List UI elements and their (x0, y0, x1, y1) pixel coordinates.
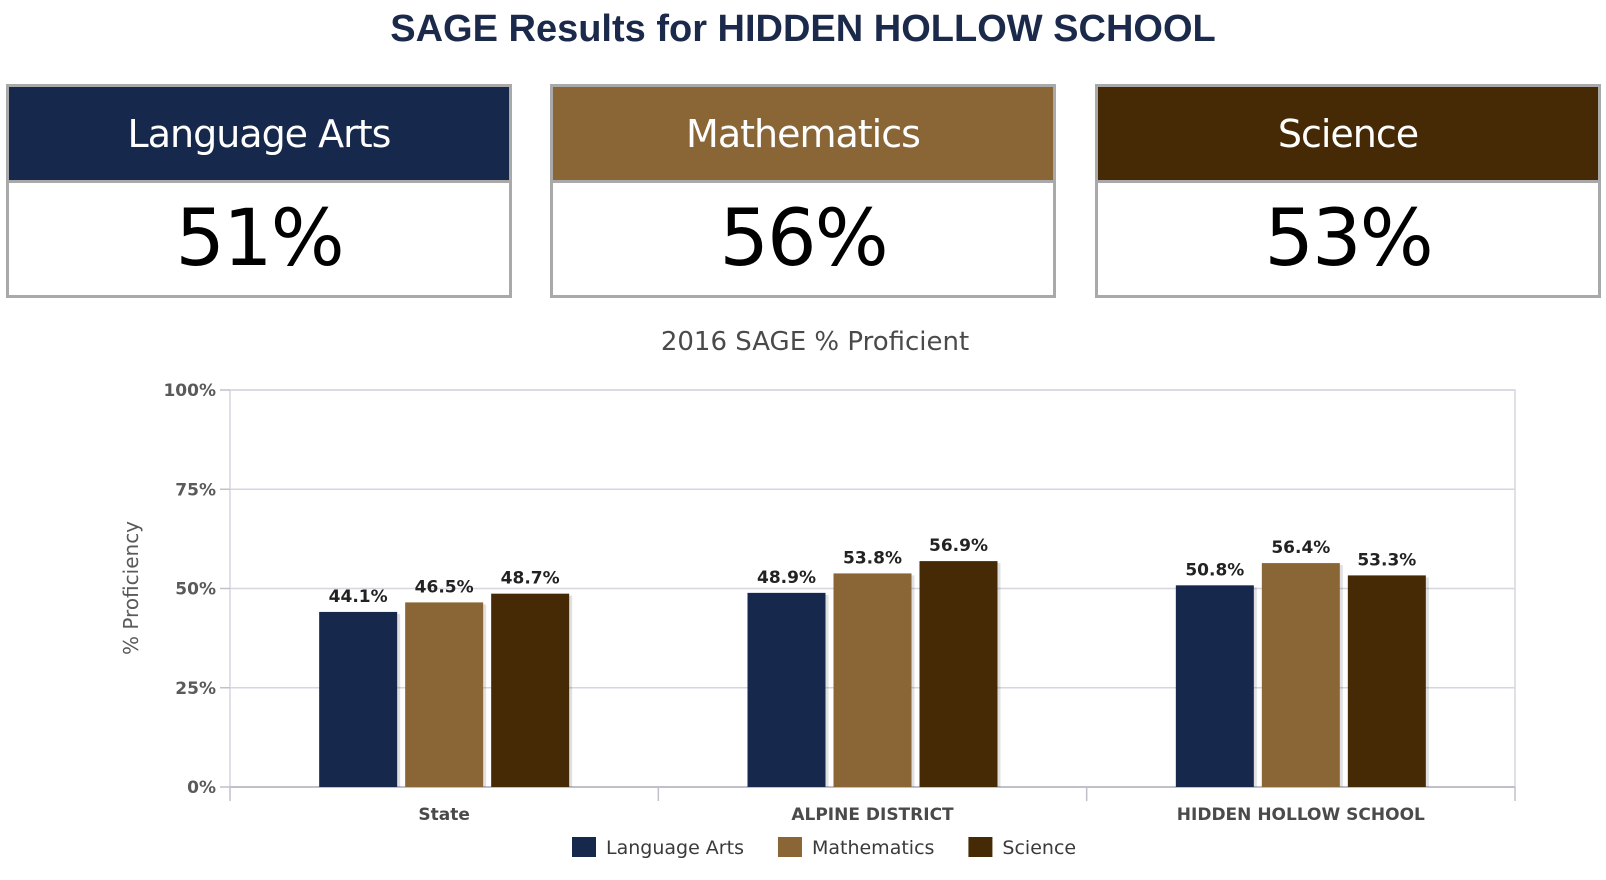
data-label: 56.9% (929, 536, 988, 556)
data-label: 48.9% (757, 568, 816, 588)
legend-label: Science (1002, 837, 1076, 859)
legend-swatch (968, 837, 993, 857)
data-label: 48.7% (501, 569, 560, 589)
science-card-value: 53% (1264, 194, 1433, 284)
chart-legend: Language Arts Mathematics Science (572, 837, 1076, 859)
language-arts-card: Language Arts 51% (6, 84, 512, 298)
y-tick-label: 0% (187, 778, 216, 798)
x-category-label: HIDDEN HOLLOW SCHOOL (1177, 805, 1425, 825)
data-label: 50.8% (1185, 560, 1244, 580)
legend-label: Language Arts (606, 837, 744, 859)
bar (319, 611, 398, 787)
legend-swatch (572, 837, 596, 857)
legend-label: Mathematics (812, 837, 934, 859)
x-category-label: State (418, 805, 470, 825)
proficiency-bar-chart: 2016 SAGE % Proficient 0% 25% 50% 75% 100% St… (119, 327, 1516, 859)
chart-title: 2016 SAGE % Proficient (661, 327, 969, 357)
data-label: 53.3% (1357, 550, 1416, 570)
mathematics-card: Mathematics 56% (550, 84, 1056, 298)
y-tick-label: 100% (163, 381, 216, 401)
bar (833, 573, 912, 787)
bar (1261, 563, 1340, 787)
bar (1347, 575, 1426, 787)
data-label: 46.5% (415, 577, 474, 597)
data-label: 56.4% (1271, 538, 1330, 558)
bar (491, 593, 570, 787)
bar (919, 561, 998, 787)
chart-data-labels: 44.1% 46.5% 48.7% 48.9% 53.8% 56.9% 50.8% 56.4%… (329, 536, 1417, 607)
data-label: 53.8% (843, 548, 902, 568)
data-label: 44.1% (329, 587, 388, 607)
science-card: Science 53% (1095, 84, 1601, 298)
y-tick-label: 75% (175, 480, 216, 500)
mathematics-card-value: 56% (719, 194, 888, 284)
legend-swatch (777, 837, 802, 857)
language-arts-card-value: 51% (175, 194, 344, 284)
bar (405, 602, 484, 787)
bar (1175, 585, 1254, 787)
page-title: SAGE Results for HIDDEN HOLLOW SCHOOL (390, 8, 1216, 50)
mathematics-card-header: Mathematics (553, 87, 1053, 183)
y-tick-label: 50% (175, 580, 216, 600)
bar (747, 592, 826, 787)
science-card-header: Science (1098, 87, 1598, 183)
y-axis-label: % Proficiency (119, 521, 143, 655)
x-category-label: ALPINE DISTRICT (791, 805, 954, 825)
y-tick-label: 25% (175, 679, 216, 699)
language-arts-card-header: Language Arts (9, 87, 509, 183)
chart-bars (319, 561, 1429, 787)
